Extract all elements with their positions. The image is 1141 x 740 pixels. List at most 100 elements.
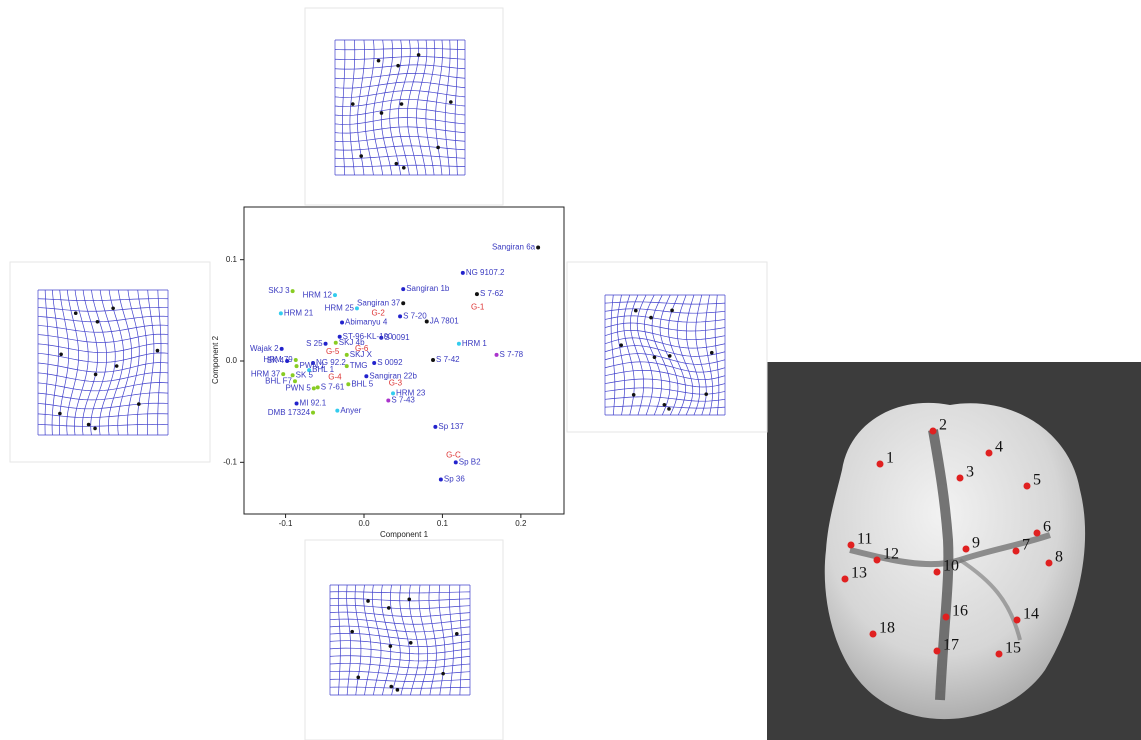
point-label: SKJ 3 xyxy=(268,286,290,295)
deformation-grid-line xyxy=(147,289,155,436)
deformation-grid-line xyxy=(425,39,436,176)
deformation-grid-line xyxy=(398,39,411,176)
deformation-grid-line xyxy=(346,584,352,696)
deformation-grid-line xyxy=(37,343,169,353)
deformation-grid-line xyxy=(334,64,466,70)
fissure xyxy=(849,532,1051,568)
point-label: HRM 23 xyxy=(396,389,426,398)
point-label: HRM 1 xyxy=(462,339,487,348)
landmark-dot xyxy=(137,402,141,406)
landmark-dot xyxy=(350,102,355,106)
landmark-label: 12 xyxy=(883,546,899,563)
deformation-grid-line xyxy=(629,294,645,416)
point-label: Sangiran 1b xyxy=(406,284,450,293)
deformation-grid-line xyxy=(136,289,148,436)
deformation-grid-line xyxy=(659,294,679,416)
landmark-dot xyxy=(359,154,364,158)
deformation-grid-line xyxy=(329,618,471,625)
deformation-grid-line xyxy=(342,39,346,176)
deformation-grid-line xyxy=(435,39,443,176)
deformation-grid-line xyxy=(604,369,726,381)
landmark-point xyxy=(869,630,877,638)
landmark-label: 10 xyxy=(943,558,959,575)
point xyxy=(323,341,328,346)
landmark-point xyxy=(985,449,993,457)
point-label: S 7-78 xyxy=(500,350,524,359)
landmark-point xyxy=(1033,529,1041,537)
point-label: DMB 17324 xyxy=(268,408,311,417)
point-label: S 7-42 xyxy=(436,355,460,364)
landmark-dot xyxy=(709,350,714,355)
landmark-label: 14 xyxy=(1023,606,1039,623)
landmark-label: 17 xyxy=(943,637,959,654)
point-label: Abimanyu 4 xyxy=(345,318,388,327)
group-label: G-5 xyxy=(326,347,340,356)
deformation-grid-line xyxy=(99,289,116,436)
point-label: Sp 137 xyxy=(438,422,464,431)
deformation-grid-line xyxy=(334,56,466,60)
deformation-grid-line xyxy=(604,378,726,388)
deformation-grid-line xyxy=(37,413,169,418)
landmark-dot xyxy=(667,354,672,358)
point-label: SK 4 xyxy=(267,356,285,365)
point-label: S 0092 xyxy=(377,358,403,367)
x-tick-label: -0.1 xyxy=(279,519,293,528)
deformation-grid-line xyxy=(651,294,671,416)
deformation-grid-line xyxy=(616,294,626,416)
deformation-grid-line xyxy=(604,301,726,305)
point-label: TMG xyxy=(350,361,368,370)
deformation-grid-line xyxy=(108,289,124,436)
deformation-grid-line xyxy=(51,289,59,436)
landmark-dot xyxy=(389,684,394,689)
point xyxy=(401,287,406,292)
deformation-grid-line xyxy=(58,289,70,436)
point-label: BHL 1 xyxy=(312,365,334,374)
deformation-grid-line xyxy=(37,382,169,392)
point-label: Sangiran 22b xyxy=(369,371,417,380)
deformation-grid-line xyxy=(636,294,654,416)
point-label: NG 9107.2 xyxy=(466,268,505,277)
landmark-dot xyxy=(441,671,445,676)
landmark-label: 15 xyxy=(1005,640,1021,657)
point xyxy=(344,352,349,357)
deformation-grid-line xyxy=(604,308,726,314)
deformation-grid-line xyxy=(37,423,169,427)
point xyxy=(386,398,391,403)
landmark-dot xyxy=(649,315,653,320)
point-label: SKJ X xyxy=(350,350,373,359)
y-tick-label: 0.1 xyxy=(226,255,238,264)
deformation-grid-line xyxy=(334,145,466,151)
deformation-grid-line xyxy=(329,663,471,669)
point-label: BHL 5 xyxy=(351,379,373,388)
deformation-grid-line xyxy=(714,294,720,416)
point xyxy=(285,359,290,364)
landmark-dot xyxy=(366,599,370,603)
landmark-point xyxy=(929,427,937,435)
point xyxy=(460,270,465,275)
x-tick-label: 0.0 xyxy=(358,519,370,528)
landmark-dot xyxy=(58,411,62,416)
point xyxy=(344,364,349,369)
point xyxy=(433,424,438,429)
point xyxy=(332,293,337,298)
point xyxy=(279,346,284,351)
landmark-point xyxy=(995,650,1003,658)
deformation-grid-line xyxy=(334,81,466,89)
point xyxy=(346,382,351,387)
deformation-grid-line xyxy=(704,294,714,416)
point xyxy=(494,352,499,357)
landmark-dot xyxy=(86,422,91,427)
deformation-grid-line xyxy=(329,678,471,682)
deformation-grid-line xyxy=(44,289,49,436)
landmark-label: 6 xyxy=(1043,519,1051,536)
landmark-dot xyxy=(386,606,391,610)
landmark-label: 3 xyxy=(966,464,974,481)
landmark-point xyxy=(1012,547,1020,555)
deformation-grid-line xyxy=(334,126,466,134)
deformation-grid-line xyxy=(363,584,372,696)
point-label: SKJ 4b xyxy=(339,338,365,347)
point-label: JA 7801 xyxy=(430,317,459,326)
deformation-grid-line xyxy=(37,307,169,312)
deformation-grid-line xyxy=(372,584,382,696)
